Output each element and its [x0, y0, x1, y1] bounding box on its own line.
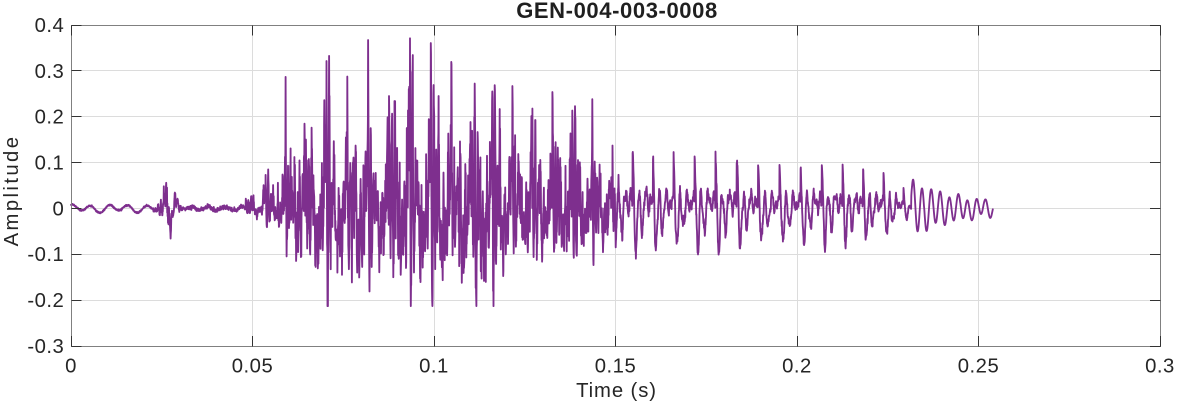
- svg-text:Time (s): Time (s): [576, 380, 657, 402]
- svg-text:0.1: 0.1: [419, 355, 449, 377]
- svg-text:-0.2: -0.2: [27, 290, 64, 312]
- svg-text:0.3: 0.3: [35, 61, 65, 83]
- svg-text:0.15: 0.15: [595, 355, 636, 377]
- svg-text:0.2: 0.2: [35, 107, 65, 129]
- svg-text:0.4: 0.4: [35, 15, 65, 37]
- svg-text:GEN-004-003-0008: GEN-004-003-0008: [516, 0, 718, 23]
- svg-text:0.2: 0.2: [782, 355, 812, 377]
- svg-text:0: 0: [65, 355, 77, 377]
- svg-text:0: 0: [53, 198, 65, 220]
- svg-text:0.05: 0.05: [232, 355, 273, 377]
- svg-text:-0.3: -0.3: [27, 336, 64, 358]
- svg-text:0.3: 0.3: [1145, 355, 1175, 377]
- svg-text:0.1: 0.1: [35, 153, 65, 175]
- svg-text:-0.1: -0.1: [27, 244, 64, 266]
- svg-text:Amplitude: Amplitude: [1, 135, 23, 247]
- svg-text:0.25: 0.25: [958, 355, 999, 377]
